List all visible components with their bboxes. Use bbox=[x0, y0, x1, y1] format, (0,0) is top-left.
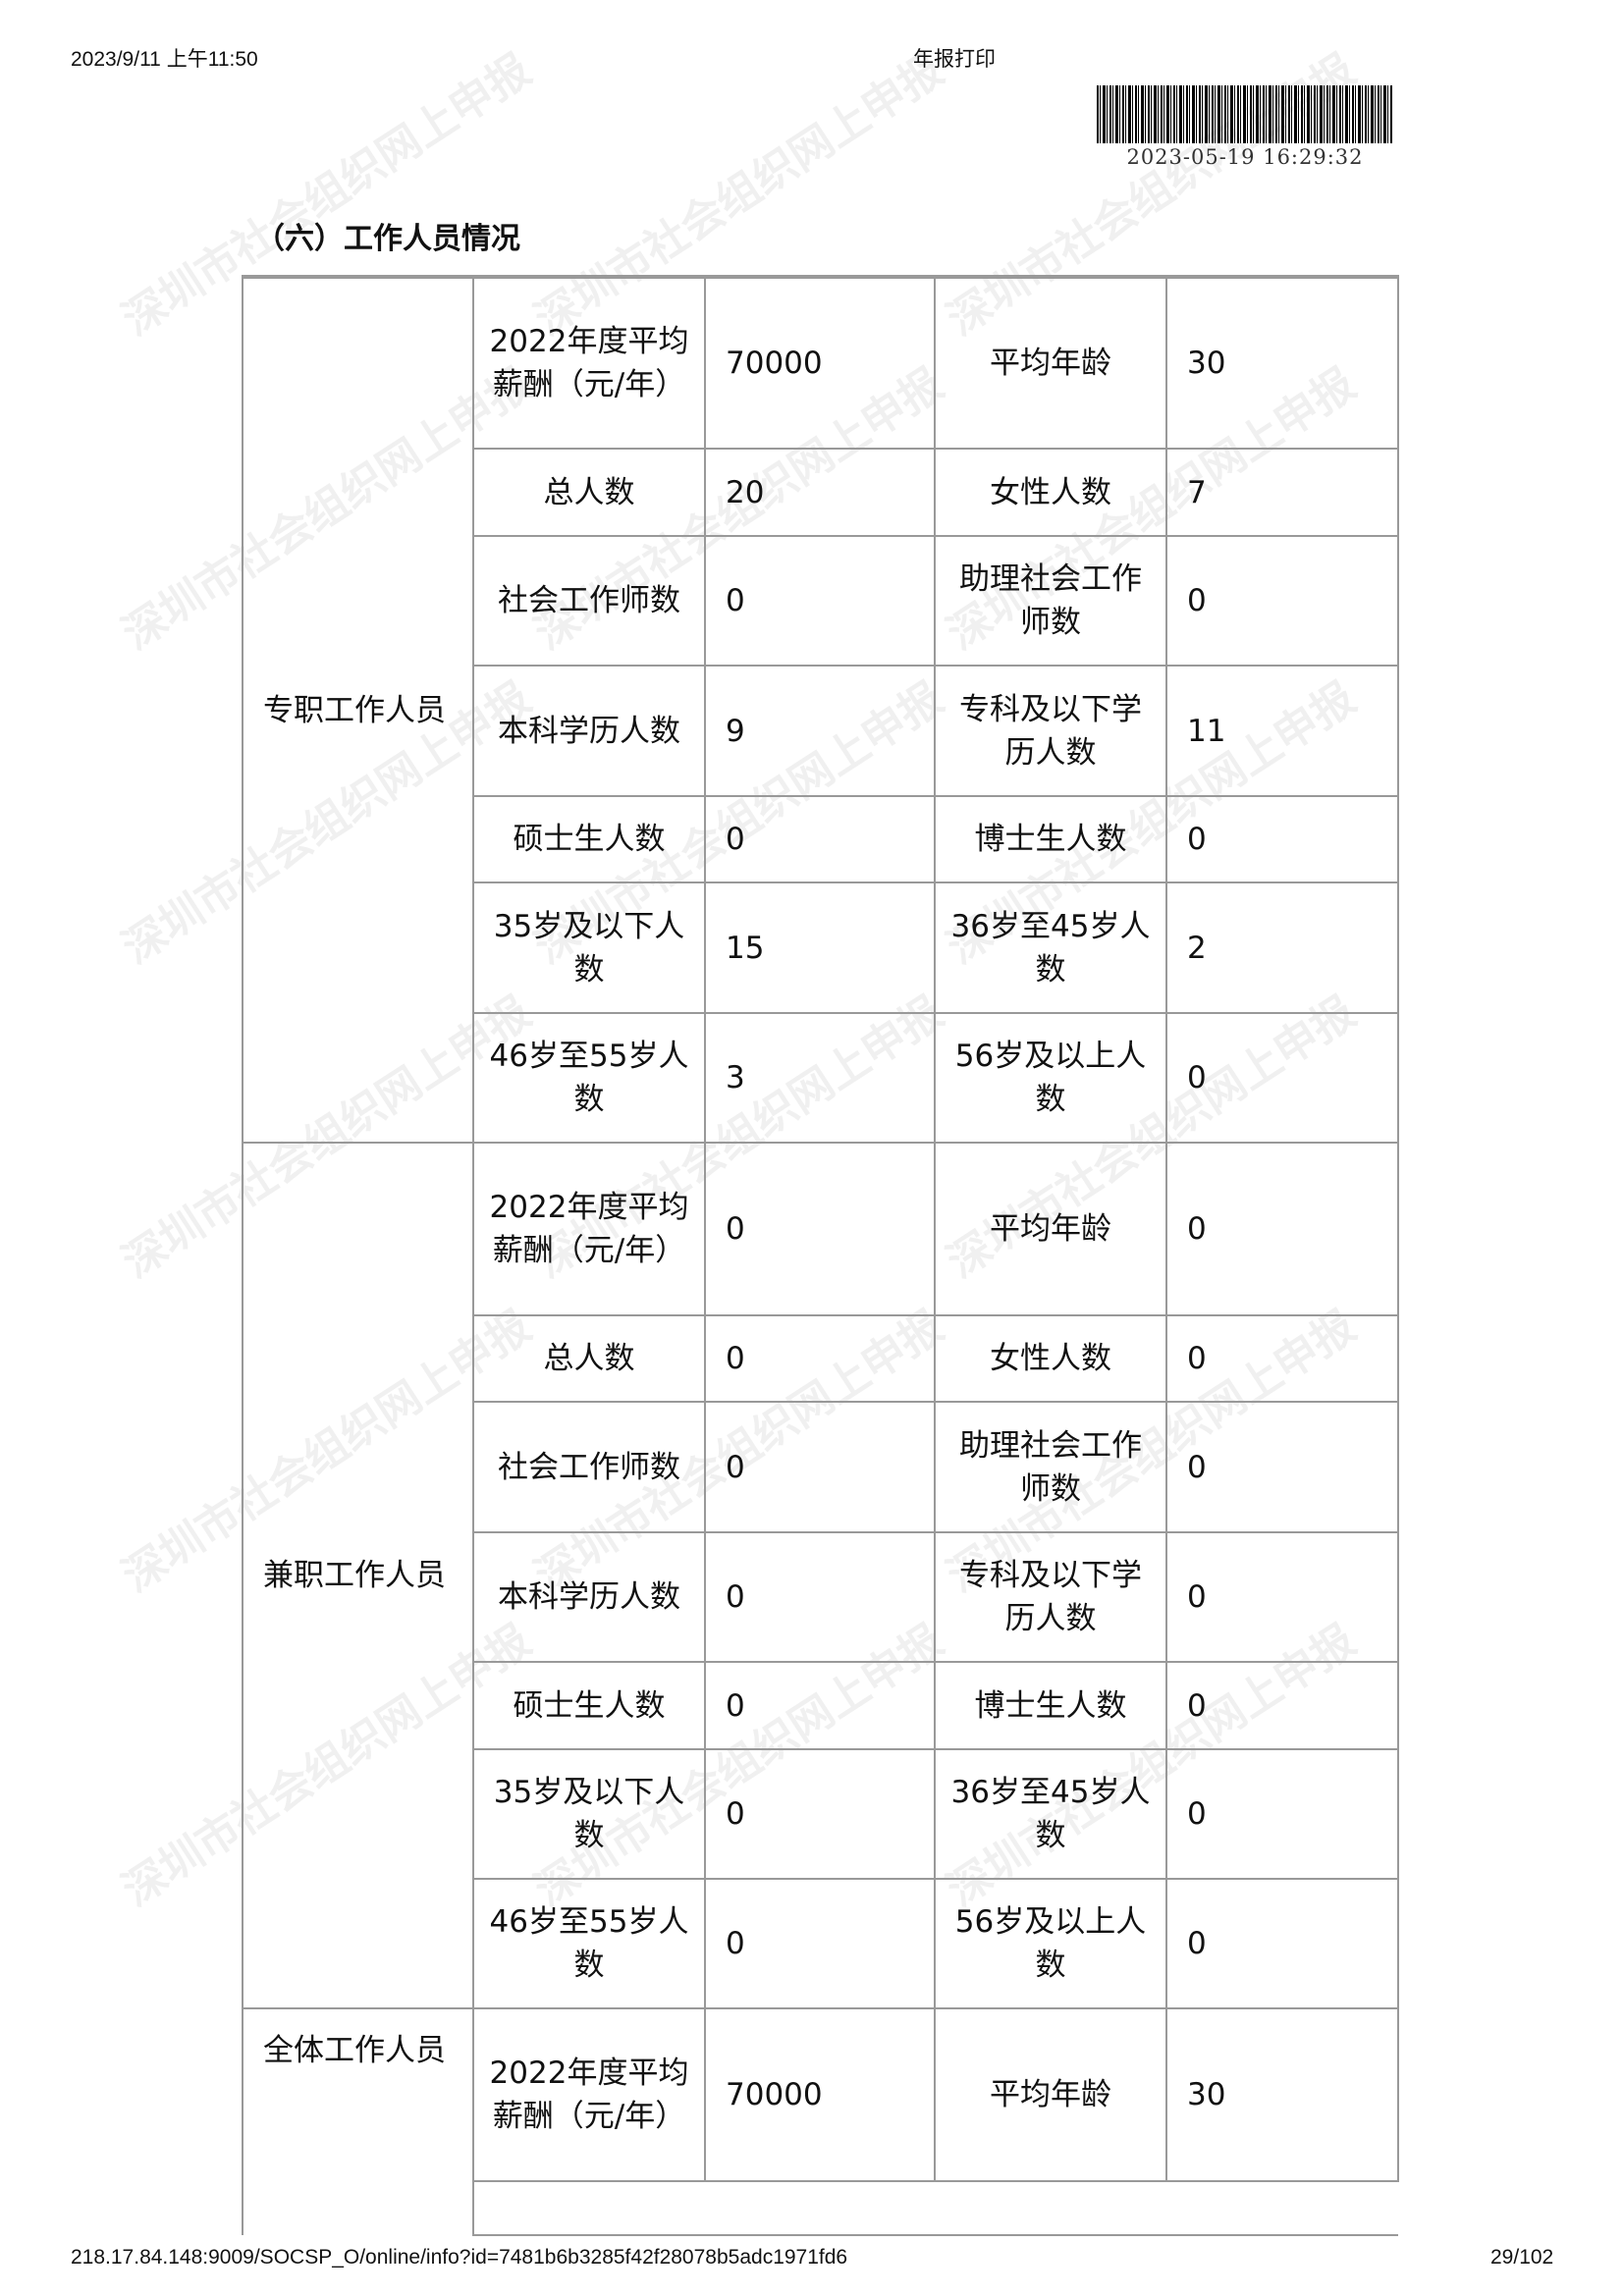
table-row: 总人数 0 女性人数 0 bbox=[243, 1314, 1399, 1403]
field-value: 0 bbox=[1165, 1314, 1399, 1403]
group-label: 兼职工作人员 bbox=[242, 1142, 474, 2009]
field-label: 总人数 bbox=[472, 448, 706, 537]
field-value: 0 bbox=[1165, 535, 1399, 667]
field-label: 女性人数 bbox=[934, 1314, 1167, 1403]
table-row bbox=[243, 2180, 1398, 2236]
field-value: 0 bbox=[1165, 795, 1399, 883]
field-label: 36岁至45岁人数 bbox=[934, 1748, 1167, 1880]
field-label: 46岁至55岁人数 bbox=[472, 1012, 706, 1144]
field-label: 本科学历人数 bbox=[472, 665, 706, 797]
field-value: 9 bbox=[704, 665, 936, 797]
field-value: 0 bbox=[1165, 1012, 1399, 1144]
field-value: 0 bbox=[704, 1748, 936, 1880]
field-value: 0 bbox=[704, 1531, 936, 1663]
field-value: 0 bbox=[704, 1142, 936, 1316]
field-value: 0 bbox=[1165, 1531, 1399, 1663]
field-value: 30 bbox=[1165, 275, 1399, 450]
field-label: 博士生人数 bbox=[934, 1661, 1167, 1750]
field-label: 本科学历人数 bbox=[472, 1531, 706, 1663]
field-value: 30 bbox=[1165, 2007, 1399, 2182]
field-value: 0 bbox=[704, 1314, 936, 1403]
field-value: 0 bbox=[704, 795, 936, 883]
field-value: 3 bbox=[704, 1012, 936, 1144]
field-value: 70000 bbox=[704, 2007, 936, 2182]
field-label: 专科及以下学历人数 bbox=[934, 1531, 1167, 1663]
field-label: 平均年龄 bbox=[934, 2007, 1167, 2182]
field-value: 0 bbox=[704, 535, 936, 667]
field-value: 0 bbox=[1165, 1748, 1399, 1880]
field-label: 46岁至55岁人数 bbox=[472, 1878, 706, 2009]
field-label: 2022年度平均薪酬（元/年） bbox=[472, 1142, 706, 1316]
field-value: 20 bbox=[704, 448, 936, 537]
table-row: 总人数 20 女性人数 7 bbox=[243, 448, 1399, 537]
table-row: 兼职工作人员 2022年度平均薪酬（元/年） 0 平均年龄 0 bbox=[242, 1142, 1399, 2009]
field-label: 56岁及以上人数 bbox=[934, 1012, 1167, 1144]
field-label: 总人数 bbox=[472, 1314, 706, 1403]
field-value: 2 bbox=[1165, 881, 1399, 1014]
field-value: 70000 bbox=[704, 275, 936, 450]
page-number: 29/102 bbox=[1490, 2246, 1554, 2269]
field-label: 社会工作师数 bbox=[472, 1401, 706, 1533]
field-value: 7 bbox=[1165, 448, 1399, 537]
field-label: 36岁至45岁人数 bbox=[934, 881, 1167, 1014]
table-row: 35岁及以下人数 0 36岁至45岁人数 0 bbox=[243, 1748, 1399, 1880]
field-label: 博士生人数 bbox=[934, 795, 1167, 883]
field-value: 0 bbox=[1165, 1878, 1399, 2009]
field-value: 0 bbox=[704, 1661, 936, 1750]
table-row: 35岁及以下人数 15 36岁至45岁人数 2 bbox=[243, 881, 1399, 1014]
table-row: 全体工作人员 2022年度平均薪酬（元/年） 70000 平均年龄 30 bbox=[242, 2007, 1399, 2235]
field-label: 平均年龄 bbox=[934, 275, 1167, 450]
page-url: 218.17.84.148:9009/SOCSP_O/online/info?i… bbox=[71, 2246, 848, 2269]
field-label: 35岁及以下人数 bbox=[472, 1748, 706, 1880]
staff-table: 专职工作人员 2022年度平均薪酬（元/年） 70000 平均年龄 30 总人数 20 女性人… bbox=[242, 275, 1399, 2236]
field-value: 0 bbox=[1165, 1661, 1399, 1750]
field-label: 社会工作师数 bbox=[472, 535, 706, 667]
field-label: 硕士生人数 bbox=[472, 795, 706, 883]
field-value: 0 bbox=[1165, 1401, 1399, 1533]
group-label: 专职工作人员 bbox=[242, 275, 474, 1144]
barcode-timestamp: 2023-05-19 16:29:32 bbox=[1126, 145, 1364, 169]
field-value: 11 bbox=[1165, 665, 1399, 797]
field-value: 0 bbox=[1165, 1142, 1399, 1316]
field-label: 助理社会工作师数 bbox=[934, 535, 1167, 667]
field-label: 35岁及以下人数 bbox=[472, 881, 706, 1014]
field-label: 女性人数 bbox=[934, 448, 1167, 537]
field-label: 2022年度平均薪酬（元/年） bbox=[472, 2007, 706, 2182]
section-title: （六）工作人员情况 bbox=[255, 222, 520, 256]
field-value: 0 bbox=[704, 1401, 936, 1533]
barcode bbox=[1097, 85, 1393, 143]
empty-cell bbox=[472, 2180, 1398, 2236]
field-label: 专科及以下学历人数 bbox=[934, 665, 1167, 797]
field-value: 0 bbox=[704, 1878, 936, 2009]
field-label: 2022年度平均薪酬（元/年） bbox=[472, 275, 706, 450]
field-label: 56岁及以上人数 bbox=[934, 1878, 1167, 2009]
table-row: 46岁至55岁人数 0 56岁及以上人数 0 bbox=[243, 1878, 1399, 2009]
table-row: 本科学历人数 0 专科及以下学历人数 0 bbox=[243, 1531, 1399, 1663]
table-row: 社会工作师数 0 助理社会工作师数 0 bbox=[243, 1401, 1399, 1533]
table-row: 社会工作师数 0 助理社会工作师数 0 bbox=[243, 535, 1399, 667]
field-label: 助理社会工作师数 bbox=[934, 1401, 1167, 1533]
table-row: 本科学历人数 9 专科及以下学历人数 11 bbox=[243, 665, 1399, 797]
table-row: 46岁至55岁人数 3 56岁及以上人数 0 bbox=[243, 1012, 1399, 1144]
field-label: 硕士生人数 bbox=[472, 1661, 706, 1750]
table-row: 硕士生人数 0 博士生人数 0 bbox=[243, 795, 1399, 883]
field-value: 15 bbox=[704, 881, 936, 1014]
group-label: 全体工作人员 bbox=[242, 2007, 474, 2235]
print-datetime: 2023/9/11 上午11:50 bbox=[71, 48, 258, 71]
field-label: 平均年龄 bbox=[934, 1142, 1167, 1316]
print-title: 年报打印 bbox=[913, 48, 996, 71]
table-row: 专职工作人员 2022年度平均薪酬（元/年） 70000 平均年龄 30 bbox=[242, 275, 1399, 1144]
table-row: 硕士生人数 0 博士生人数 0 bbox=[243, 1661, 1399, 1750]
